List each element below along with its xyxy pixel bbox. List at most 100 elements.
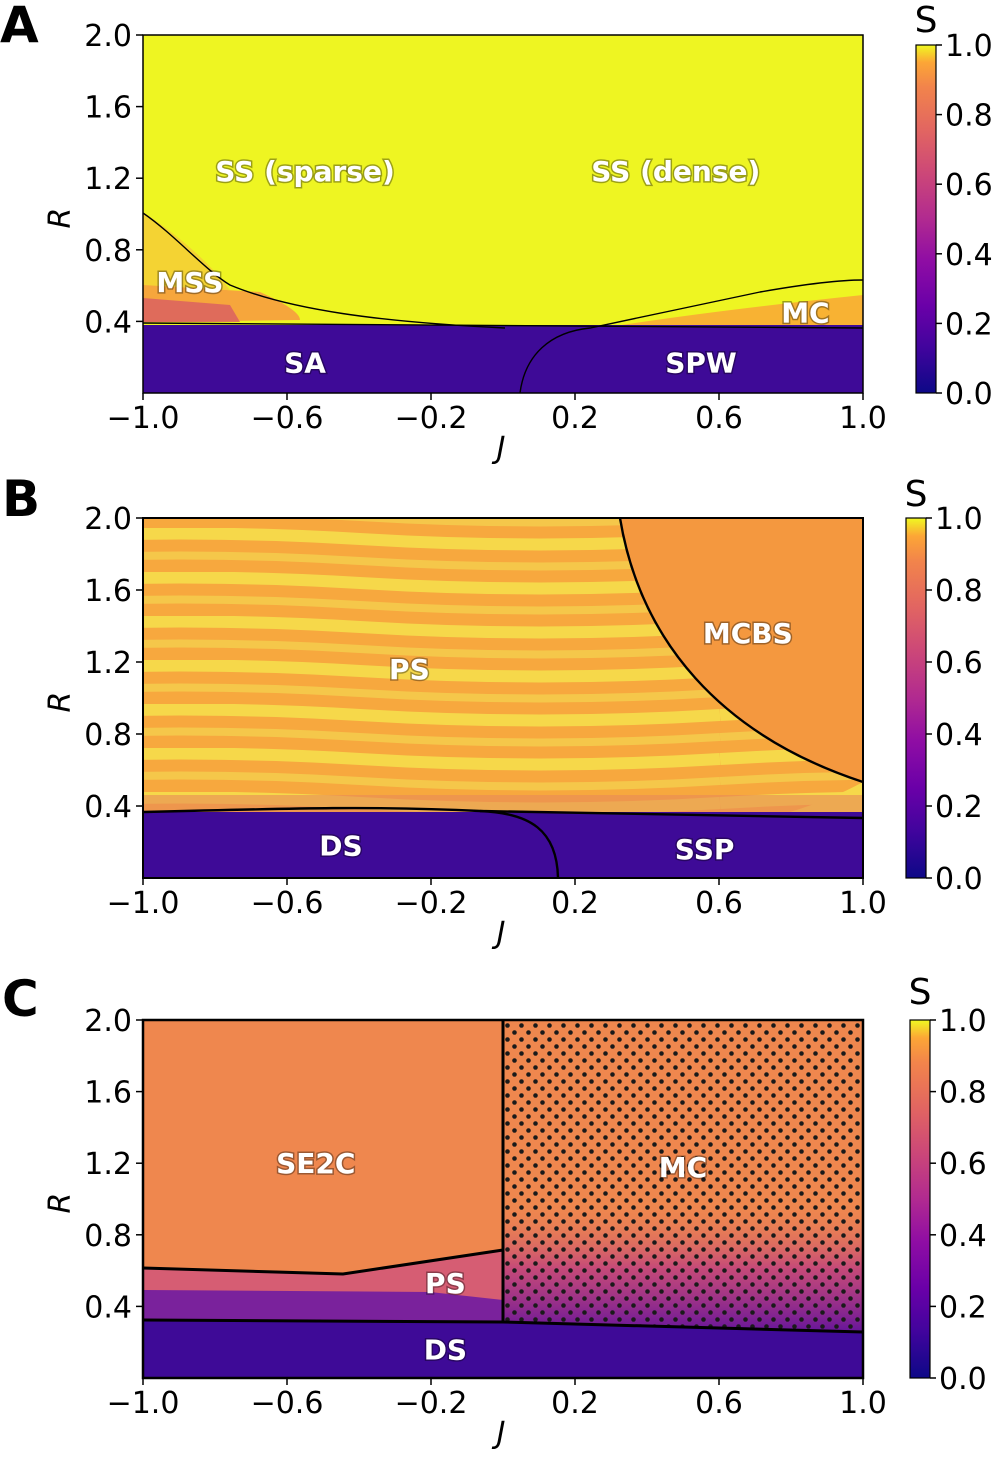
panel-c-mc-dots [503,1020,863,1335]
panel-c-boundary-ps-top [143,1248,504,1276]
panel-c-colorbar: 1.0 0.8 0.6 0.4 0.2 0.0 S [909,972,987,1397]
panel-c-boundary-lower [143,1318,863,1334]
panel-a-ylabel: R [43,208,78,229]
panel-b-letter: B [2,470,40,528]
panel-c-xtick-label: 1.0 [839,1386,887,1421]
panel-c-colorbar-tick-label: 0.0 [939,1362,987,1397]
panel-b-xtick-label: −0.6 [251,886,324,921]
panel-c-colorbar-tick-label: 0.2 [939,1290,987,1325]
panel-b-colorbar-tick-label: 1.0 [935,502,983,537]
panel-b-colorbar-tick-label: 0.8 [935,574,983,609]
panel-a-xtick-label: 0.6 [695,401,743,436]
panel-a-boundary-upper-left [143,212,506,329]
panel-a-colorbar-tick-label: 0.4 [945,238,993,273]
panel-b-ytick-label: 2.0 [84,502,132,537]
panel-a-boundary-lower [143,322,863,329]
panel-b-colorbar-gradient [905,517,927,879]
panel-c-letter: C [2,970,39,1028]
panel-c-xlabel: J [492,1416,506,1451]
panel-b-colorbar-tick-label: 0.6 [935,646,983,681]
panel-a-colorbar-tick-label: 0.8 [945,99,993,134]
panel-a-ytick-label: 2.0 [84,19,132,54]
panel-b-ytick-label: 1.6 [84,574,132,609]
panel-a-region-label: SA [284,347,326,380]
panel-c-ytick-label: 1.6 [84,1076,132,1111]
panel-a-region-label: MC [781,296,829,329]
panel-c-colorbar-tick-label: 0.6 [939,1147,987,1182]
panel-a-ytick-label: 1.2 [84,162,132,197]
panel-a-xtick-label: −0.2 [395,401,468,436]
panel-b-xtick-label: 0.6 [695,886,743,921]
panel-b-colorbar-label: S [905,474,928,515]
panel-a-colorbar-tick-label: 1.0 [945,29,993,64]
panel-b-region-label: PS [389,653,430,686]
panel-c-ytick-label: 2.0 [84,1004,132,1039]
panel-a-colorbar-tick-label: 0.6 [945,168,993,203]
panel-a-region-label: SS (sparse) [215,155,394,188]
panel-a-xtick-label: −1.0 [107,401,180,436]
panel-b-boundary-lower [143,806,863,820]
panel-c-xtick-label: −1.0 [107,1386,180,1421]
panel-a-colorbar-gradient [915,44,937,394]
panel-b-colorbar-tick-label: 0.2 [935,790,983,825]
panel-c-colorbar-tick-label: 1.0 [939,1004,987,1039]
panel-a-colorbar-label: S [915,0,938,41]
panel-c-xtick-label: 0.6 [695,1386,743,1421]
panel-a-ytick-label: 1.6 [84,91,132,126]
panel-a-xlabel: J [492,431,506,466]
panel-c [143,1020,863,1378]
panel-a-region-labels: SS (sparse) SS (dense) MSS MC SA SPW [155,154,831,382]
panel-c-ytick-label: 0.8 [84,1219,132,1254]
panel-a-letter: A [0,0,39,54]
panel-c-region-label: MC [659,1151,707,1184]
panel-c-xtick-label: 0.2 [551,1386,599,1421]
panel-c-region-label: DS [424,1333,467,1366]
panel-b-region-label: SSP [675,833,735,866]
panel-b-xtick-label: −0.2 [395,886,468,921]
panel-c-ylabel: R [43,1193,78,1214]
panel-b-xtick-label: 1.0 [839,886,887,921]
panel-c-colorbar-label: S [909,972,932,1013]
panel-a-colorbar-tick-label: 0.0 [945,377,993,412]
panel-b-region-labels: PS MCBS DS SSP [318,616,794,868]
panel-a-xtick-label: 1.0 [839,401,887,436]
panel-c-region-labels: SE2C MC PS DS [275,1146,709,1368]
panel-b-dark-region [143,812,863,878]
panel-a-ytick-label: 0.8 [84,234,132,269]
panel-a-frame [142,34,864,394]
panel-b-colorbar: 1.0 0.8 0.6 0.4 0.2 0.0 S [905,474,983,897]
panel-c-axes: −1.0 −0.6 −0.2 0.2 0.6 1.0 2.0 1.6 1.2 0.8 0.4 J R [43,1004,887,1451]
panel-c-ytick-label: 0.4 [84,1290,132,1325]
panel-b-ytick-label: 0.4 [84,790,132,825]
panel-c-colorbar-gradient [909,1019,931,1379]
panel-b [143,518,863,878]
panel-b-ytick-label: 1.2 [84,646,132,681]
panel-b-xlabel: J [492,916,506,951]
panel-b-region-label: DS [319,830,362,863]
panel-c-ytick-label: 1.2 [84,1147,132,1182]
panel-c-frame [141,1018,865,1380]
panel-a [143,35,863,393]
panel-c-colorbar-tick-label: 0.8 [939,1076,987,1111]
panel-b-xtick-label: 0.2 [551,886,599,921]
panel-a-ytick-label: 0.4 [84,305,132,340]
panel-a-axes: −1.0 −0.6 −0.2 0.2 0.6 1.0 2.0 1.6 1.2 0.8 0.4 J R [43,19,887,466]
panel-c-region-label: PS [425,1267,466,1300]
panel-c-region-label: SE2C [276,1147,355,1180]
panel-a-colorbar-tick-label: 0.2 [945,307,993,342]
panel-b-axes: −1.0 −0.6 −0.2 0.2 0.6 1.0 2.0 1.6 1.2 0.8 0.4 J R [43,502,887,951]
panel-c-dark-region [143,1320,863,1378]
panel-b-ytick-label: 0.8 [84,718,132,753]
panel-c-xtick-label: −0.2 [395,1386,468,1421]
panel-a-region-label: MSS [156,266,223,299]
panel-b-xtick-label: −1.0 [107,886,180,921]
panel-b-region-label: MCBS [703,617,793,650]
panel-a-region-label: SPW [665,347,737,380]
panel-b-boundary-ds-ssp [479,809,560,878]
panel-a-xtick-label: 0.2 [551,401,599,436]
panel-a-xtick-label: −0.6 [251,401,324,436]
panel-b-ylabel: R [43,692,78,713]
panel-b-mcbs-region [620,518,863,782]
panel-c-xtick-label: −0.6 [251,1386,324,1421]
